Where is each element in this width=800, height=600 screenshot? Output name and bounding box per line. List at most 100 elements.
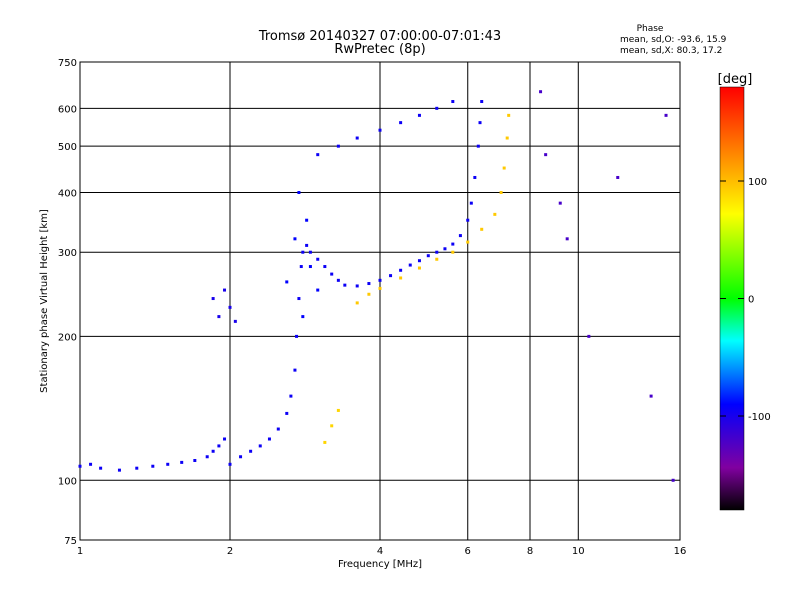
echo-point xyxy=(480,100,484,104)
x-tick-label: 6 xyxy=(465,546,471,557)
echo-point xyxy=(399,268,403,272)
echo-point xyxy=(451,100,455,104)
echo-point xyxy=(399,276,403,280)
y-tick-label: 600 xyxy=(58,104,77,115)
y-tick-label: 75 xyxy=(64,536,77,547)
y-tick-label: 500 xyxy=(58,142,77,153)
echo-point xyxy=(135,466,139,470)
echo-point xyxy=(285,411,289,415)
echo-point xyxy=(378,286,382,290)
y-tick-label: 200 xyxy=(58,332,77,343)
echo-point xyxy=(458,234,462,238)
echo-point xyxy=(544,153,548,157)
echo-point xyxy=(435,257,439,261)
echo-point xyxy=(289,394,293,398)
echo-point xyxy=(355,136,359,140)
echo-point xyxy=(117,468,121,472)
echo-point xyxy=(293,368,297,372)
echo-point xyxy=(297,297,301,301)
echo-point xyxy=(478,121,482,125)
echo-point xyxy=(166,462,170,466)
colorbar-tick-label: -100 xyxy=(748,412,771,423)
chart-title: Tromsø 20140327 07:00:00-07:01:43 xyxy=(258,29,501,44)
echo-point xyxy=(408,263,412,267)
colorbar-ticks: 100 0 -100 xyxy=(720,177,771,423)
x-tick-label: 2 xyxy=(227,546,233,557)
echo-point xyxy=(355,284,359,288)
echo-point xyxy=(466,218,470,222)
echo-point xyxy=(355,301,359,305)
echo-point xyxy=(293,237,297,241)
echo-point xyxy=(367,292,371,296)
echo-point xyxy=(451,242,455,246)
phase-stats-heading: Phase xyxy=(637,24,664,34)
chart-subtitle: RwPretec (8p) xyxy=(334,42,425,57)
echo-point xyxy=(507,113,511,117)
echo-point xyxy=(426,254,430,258)
echo-point xyxy=(276,427,280,431)
echo-point xyxy=(616,175,620,179)
echo-point xyxy=(435,106,439,110)
echo-point xyxy=(217,444,221,448)
echo-point xyxy=(258,444,262,448)
echo-point xyxy=(305,243,309,247)
echo-point xyxy=(671,478,675,482)
colorbar-tick-label: 100 xyxy=(748,177,767,188)
echo-point xyxy=(417,259,421,263)
echo-point xyxy=(89,462,93,466)
echo-point xyxy=(217,315,221,319)
plot-area: 1 2 4 6 8 10 16 75 100 200 300 400 500 600 750 xyxy=(58,58,686,557)
phase-stats: Phase mean, sd,O: -93.6, 15.9 mean, sd,X… xyxy=(620,24,727,56)
x-tick-label: 10 xyxy=(572,546,585,557)
echo-point xyxy=(308,250,312,254)
echo-point xyxy=(336,408,340,412)
echo-point xyxy=(330,272,334,276)
echo-point xyxy=(301,315,305,319)
echo-point xyxy=(378,278,382,282)
data-points xyxy=(78,90,675,482)
y-tick-label: 100 xyxy=(58,476,77,487)
echo-point xyxy=(299,265,303,269)
echo-point xyxy=(343,283,347,287)
x-tick-label: 8 xyxy=(527,546,533,557)
echo-point xyxy=(205,455,209,459)
echo-point xyxy=(649,394,653,398)
echo-point xyxy=(443,247,447,251)
echo-point xyxy=(211,297,215,301)
echo-point xyxy=(228,462,232,466)
echo-point xyxy=(378,128,382,132)
echo-point xyxy=(502,166,506,170)
echo-point xyxy=(316,288,320,292)
echo-point xyxy=(308,265,312,269)
echo-point xyxy=(323,265,327,269)
echo-point xyxy=(305,218,309,222)
echo-point xyxy=(180,460,184,464)
colorbar-label: [deg] xyxy=(718,72,753,87)
echo-point xyxy=(323,440,327,444)
echo-point xyxy=(451,250,455,254)
echo-point xyxy=(435,250,439,254)
echo-point xyxy=(316,257,320,261)
colorbar-tick-label: 0 xyxy=(748,295,754,306)
echo-point xyxy=(99,466,103,470)
y-tick-label: 750 xyxy=(58,58,77,69)
echo-point xyxy=(193,458,197,462)
echo-point xyxy=(316,153,320,157)
echo-point xyxy=(466,240,470,244)
echo-point xyxy=(151,464,155,468)
echo-point xyxy=(267,437,271,441)
echo-point xyxy=(78,464,82,468)
echo-point xyxy=(399,121,403,125)
echo-point xyxy=(417,266,421,270)
x-tick-label: 4 xyxy=(377,546,383,557)
echo-point xyxy=(473,175,477,179)
echo-point xyxy=(558,201,562,205)
echo-point xyxy=(389,274,393,278)
echo-point xyxy=(505,136,509,140)
echo-point xyxy=(587,334,591,338)
phase-stats-x: mean, sd,X: 80.3, 17.2 xyxy=(620,46,722,56)
echo-point xyxy=(330,424,334,428)
echo-point xyxy=(301,250,305,254)
echo-point xyxy=(664,113,668,117)
echo-point xyxy=(228,305,232,309)
